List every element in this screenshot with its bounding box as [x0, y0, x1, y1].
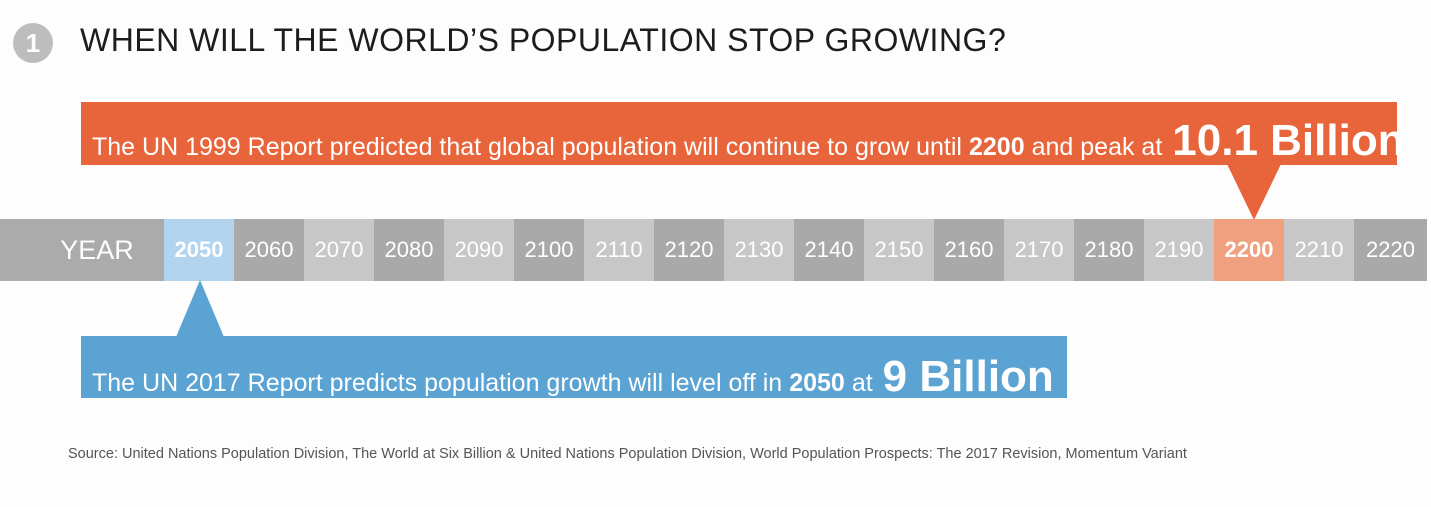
timeline-year-2130: 2130 — [724, 219, 794, 281]
callout-2017-report: The UN 2017 Report predicts population g… — [81, 336, 1067, 401]
callout-2017-value: 9 Billion — [882, 352, 1054, 401]
timeline-year-2210: 2210 — [1284, 219, 1354, 281]
callout-1999-value: 10.1 Billion — [1172, 116, 1405, 165]
callout-2017-text-after: at — [851, 369, 873, 397]
timeline-year-2220: 2220 — [1354, 219, 1427, 281]
timeline-year-2060: 2060 — [234, 219, 304, 281]
page-title: WHEN WILL THE WORLD’S POPULATION STOP GR… — [80, 22, 1007, 58]
callout-2017-pointer — [176, 280, 224, 337]
timeline-year-2160: 2160 — [934, 219, 1004, 281]
timeline-year-2110: 2110 — [584, 219, 654, 281]
step-number-badge: 1 — [13, 23, 53, 63]
timeline-year-2100: 2100 — [514, 219, 584, 281]
callout-1999-text-after: and peak at — [1031, 133, 1163, 161]
callout-1999-report: The UN 1999 Report predicted that global… — [81, 102, 1405, 165]
timeline-year-2170: 2170 — [1004, 219, 1074, 281]
callout-2017-text: The UN 2017 Report predicts population g… — [92, 369, 783, 397]
timeline-year-2150: 2150 — [864, 219, 934, 281]
timeline-year-2120: 2120 — [654, 219, 724, 281]
timeline-year-2070: 2070 — [304, 219, 374, 281]
timeline-year-2090: 2090 — [444, 219, 514, 281]
timeline-year-2050: 2050 — [164, 219, 234, 281]
timeline-year-2080: 2080 — [374, 219, 444, 281]
timeline-year-2140: 2140 — [794, 219, 864, 281]
timeline-year-2180: 2180 — [1074, 219, 1144, 281]
callout-1999-pointer — [1227, 164, 1281, 220]
year-timeline: YEAR 2050 2060 2070 2080 2090 2100 2110 … — [0, 219, 1431, 281]
timeline-year-2190: 2190 — [1144, 219, 1214, 281]
timeline-label: YEAR — [0, 219, 164, 281]
callout-1999-year: 2200 — [968, 133, 1025, 161]
timeline-year-2200: 2200 — [1214, 219, 1284, 281]
callout-1999-text: The UN 1999 Report predicted that global… — [92, 133, 962, 161]
callout-2017-year: 2050 — [789, 369, 845, 397]
source-note: Source: United Nations Population Divisi… — [68, 446, 1187, 462]
